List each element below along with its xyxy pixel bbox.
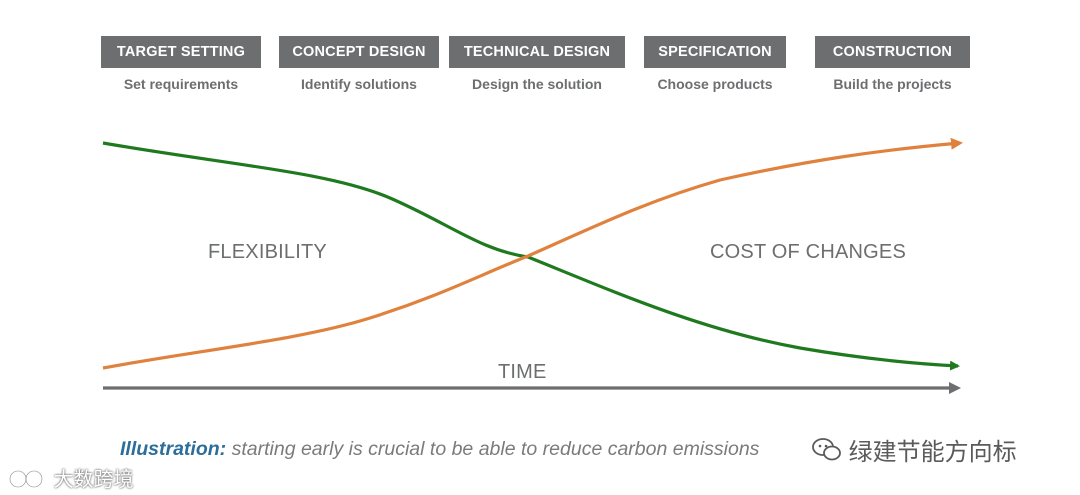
caption: Illustration: starting early is crucial … xyxy=(120,438,759,461)
phase-construction: CONSTRUCTION Build the projects xyxy=(815,36,970,92)
phase-title: TECHNICAL DESIGN xyxy=(449,36,625,68)
phase-title: CONSTRUCTION xyxy=(815,36,970,68)
watermark-right-text: 绿建节能方向标 xyxy=(848,439,1017,466)
phase-subtitle: Design the solution xyxy=(472,76,602,92)
brand-logo-icon xyxy=(8,469,44,489)
cost-of-changes-curve xyxy=(102,137,963,370)
phase-concept-design: CONCEPT DESIGN Identify solutions xyxy=(279,36,439,92)
phase-title: CONCEPT DESIGN xyxy=(279,36,439,68)
phase-subtitle: Set requirements xyxy=(123,76,239,92)
time-label: TIME xyxy=(498,361,547,383)
phase-subtitle: Build the projects xyxy=(833,76,952,92)
phase-target-setting: TARGET SETTING Set requirements xyxy=(101,36,261,92)
wechat-icon xyxy=(812,438,841,461)
caption-lead: Illustration: xyxy=(120,438,227,460)
phase-subtitle: Choose products xyxy=(657,76,773,92)
phase-specification: SPECIFICATION Choose products xyxy=(644,36,786,92)
phase-subtitle: Identify solutions xyxy=(301,76,417,92)
phase-title: SPECIFICATION xyxy=(644,36,786,68)
watermark-right: 绿建节能方向标 xyxy=(812,432,1017,467)
watermark-left: 大数跨境 xyxy=(8,463,134,492)
watermark-left-text: 大数跨境 xyxy=(53,469,134,491)
phase-title: TARGET SETTING xyxy=(101,36,261,68)
cost-of-changes-label: COST OF CHANGES xyxy=(710,241,906,263)
phase-technical-design: TECHNICAL DESIGN Design the solution xyxy=(449,36,625,92)
caption-text: starting early is crucial to be able to … xyxy=(231,438,760,460)
flexibility-label: FLEXIBILITY xyxy=(208,241,327,263)
